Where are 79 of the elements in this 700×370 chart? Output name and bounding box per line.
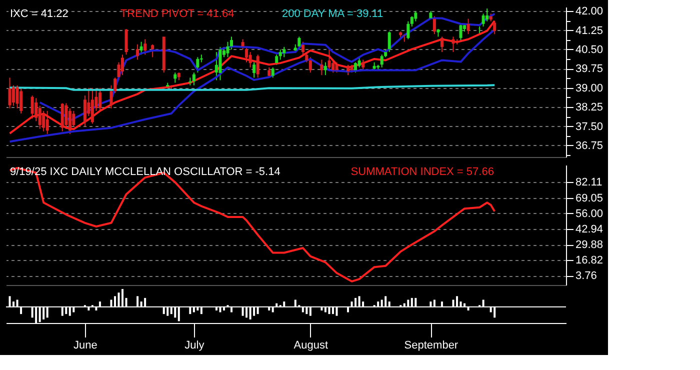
candlestick <box>358 56 361 68</box>
candlestick <box>440 36 444 53</box>
candlestick <box>136 44 140 60</box>
candlestick <box>151 44 154 58</box>
y-tick-label: 29.88 <box>576 239 604 252</box>
candlestick <box>282 46 286 58</box>
candlestick <box>20 87 23 114</box>
candlestick <box>90 87 94 124</box>
candlestick <box>192 72 196 86</box>
candlestick <box>271 66 274 78</box>
candlestick <box>30 95 34 120</box>
candlestick <box>298 36 301 50</box>
candlestick <box>46 110 49 134</box>
candlestick <box>121 54 124 76</box>
candlestick <box>256 54 260 78</box>
candlestick <box>230 36 234 50</box>
y-tick-label: 39.00 <box>576 82 604 94</box>
candlestick <box>252 62 256 78</box>
text: TREND PIVOT = 41.64 <box>120 8 234 20</box>
y-tick-label: 16.82 <box>576 254 604 267</box>
x-tick-label: June <box>73 340 98 352</box>
y-tick-label: 42.00 <box>576 6 604 18</box>
y-tick-label: 41.25 <box>576 24 604 37</box>
candlestick <box>12 84 16 106</box>
candlestick <box>493 20 496 35</box>
candlestick <box>174 72 177 84</box>
candlestick <box>226 41 230 58</box>
x-tick-label: August <box>294 340 328 352</box>
candlestick <box>328 48 331 70</box>
candlestick <box>124 28 128 56</box>
candlestick <box>38 105 42 130</box>
candlestick <box>42 110 46 132</box>
text: 200 DAY MA = 39.11 <box>282 8 384 20</box>
candlestick <box>248 52 252 68</box>
line-series <box>8 166 496 282</box>
candlestick <box>98 87 102 112</box>
y-tick-label: 38.25 <box>576 102 604 114</box>
candlestick <box>214 52 218 81</box>
y-tick-label: 82.11 <box>576 176 602 189</box>
candlestick <box>308 56 312 74</box>
candlestick <box>406 20 410 40</box>
candlestick <box>388 31 391 53</box>
candlestick <box>335 62 338 74</box>
candlestick <box>34 98 38 122</box>
candlestick <box>275 54 278 66</box>
y-tick-label: 56.00 <box>576 208 604 220</box>
candlestick <box>110 84 113 109</box>
candlestick <box>140 41 143 56</box>
candlestick <box>218 46 222 81</box>
text: SUMMATION INDEX = 57.66 <box>350 166 494 178</box>
y-tick-label: 69.05 <box>576 192 604 204</box>
x-tick-label: July <box>184 340 205 352</box>
candlestick <box>466 18 470 35</box>
candlestick <box>144 38 147 56</box>
candlestick <box>331 59 334 74</box>
candlestick <box>301 41 304 56</box>
y-tick-label: 42.94 <box>576 223 604 236</box>
chart-title: IXC = 41.22 <box>10 8 68 20</box>
y-tick-label: 40.50 <box>576 44 604 56</box>
x-tick-label: September <box>404 340 458 352</box>
y-tick-label: 39.75 <box>576 63 604 76</box>
y-tick-label: 3.76 <box>576 270 597 282</box>
y-tick-label: 37.50 <box>576 120 604 133</box>
candlestick <box>64 102 68 130</box>
candlestick <box>68 108 72 134</box>
candlestick <box>354 62 358 74</box>
candlestick <box>113 77 116 94</box>
candlestick <box>278 48 282 60</box>
candlestick <box>486 8 489 22</box>
candlestick <box>8 77 12 109</box>
candlestick <box>196 56 200 74</box>
y-tick-label: 36.75 <box>576 140 604 152</box>
candlestick <box>432 16 436 35</box>
candlestick <box>452 36 455 53</box>
candlestick <box>72 110 76 127</box>
candlestick <box>324 62 327 76</box>
candlestick <box>320 59 324 76</box>
candlestick <box>362 59 365 70</box>
candlestick <box>346 64 350 76</box>
